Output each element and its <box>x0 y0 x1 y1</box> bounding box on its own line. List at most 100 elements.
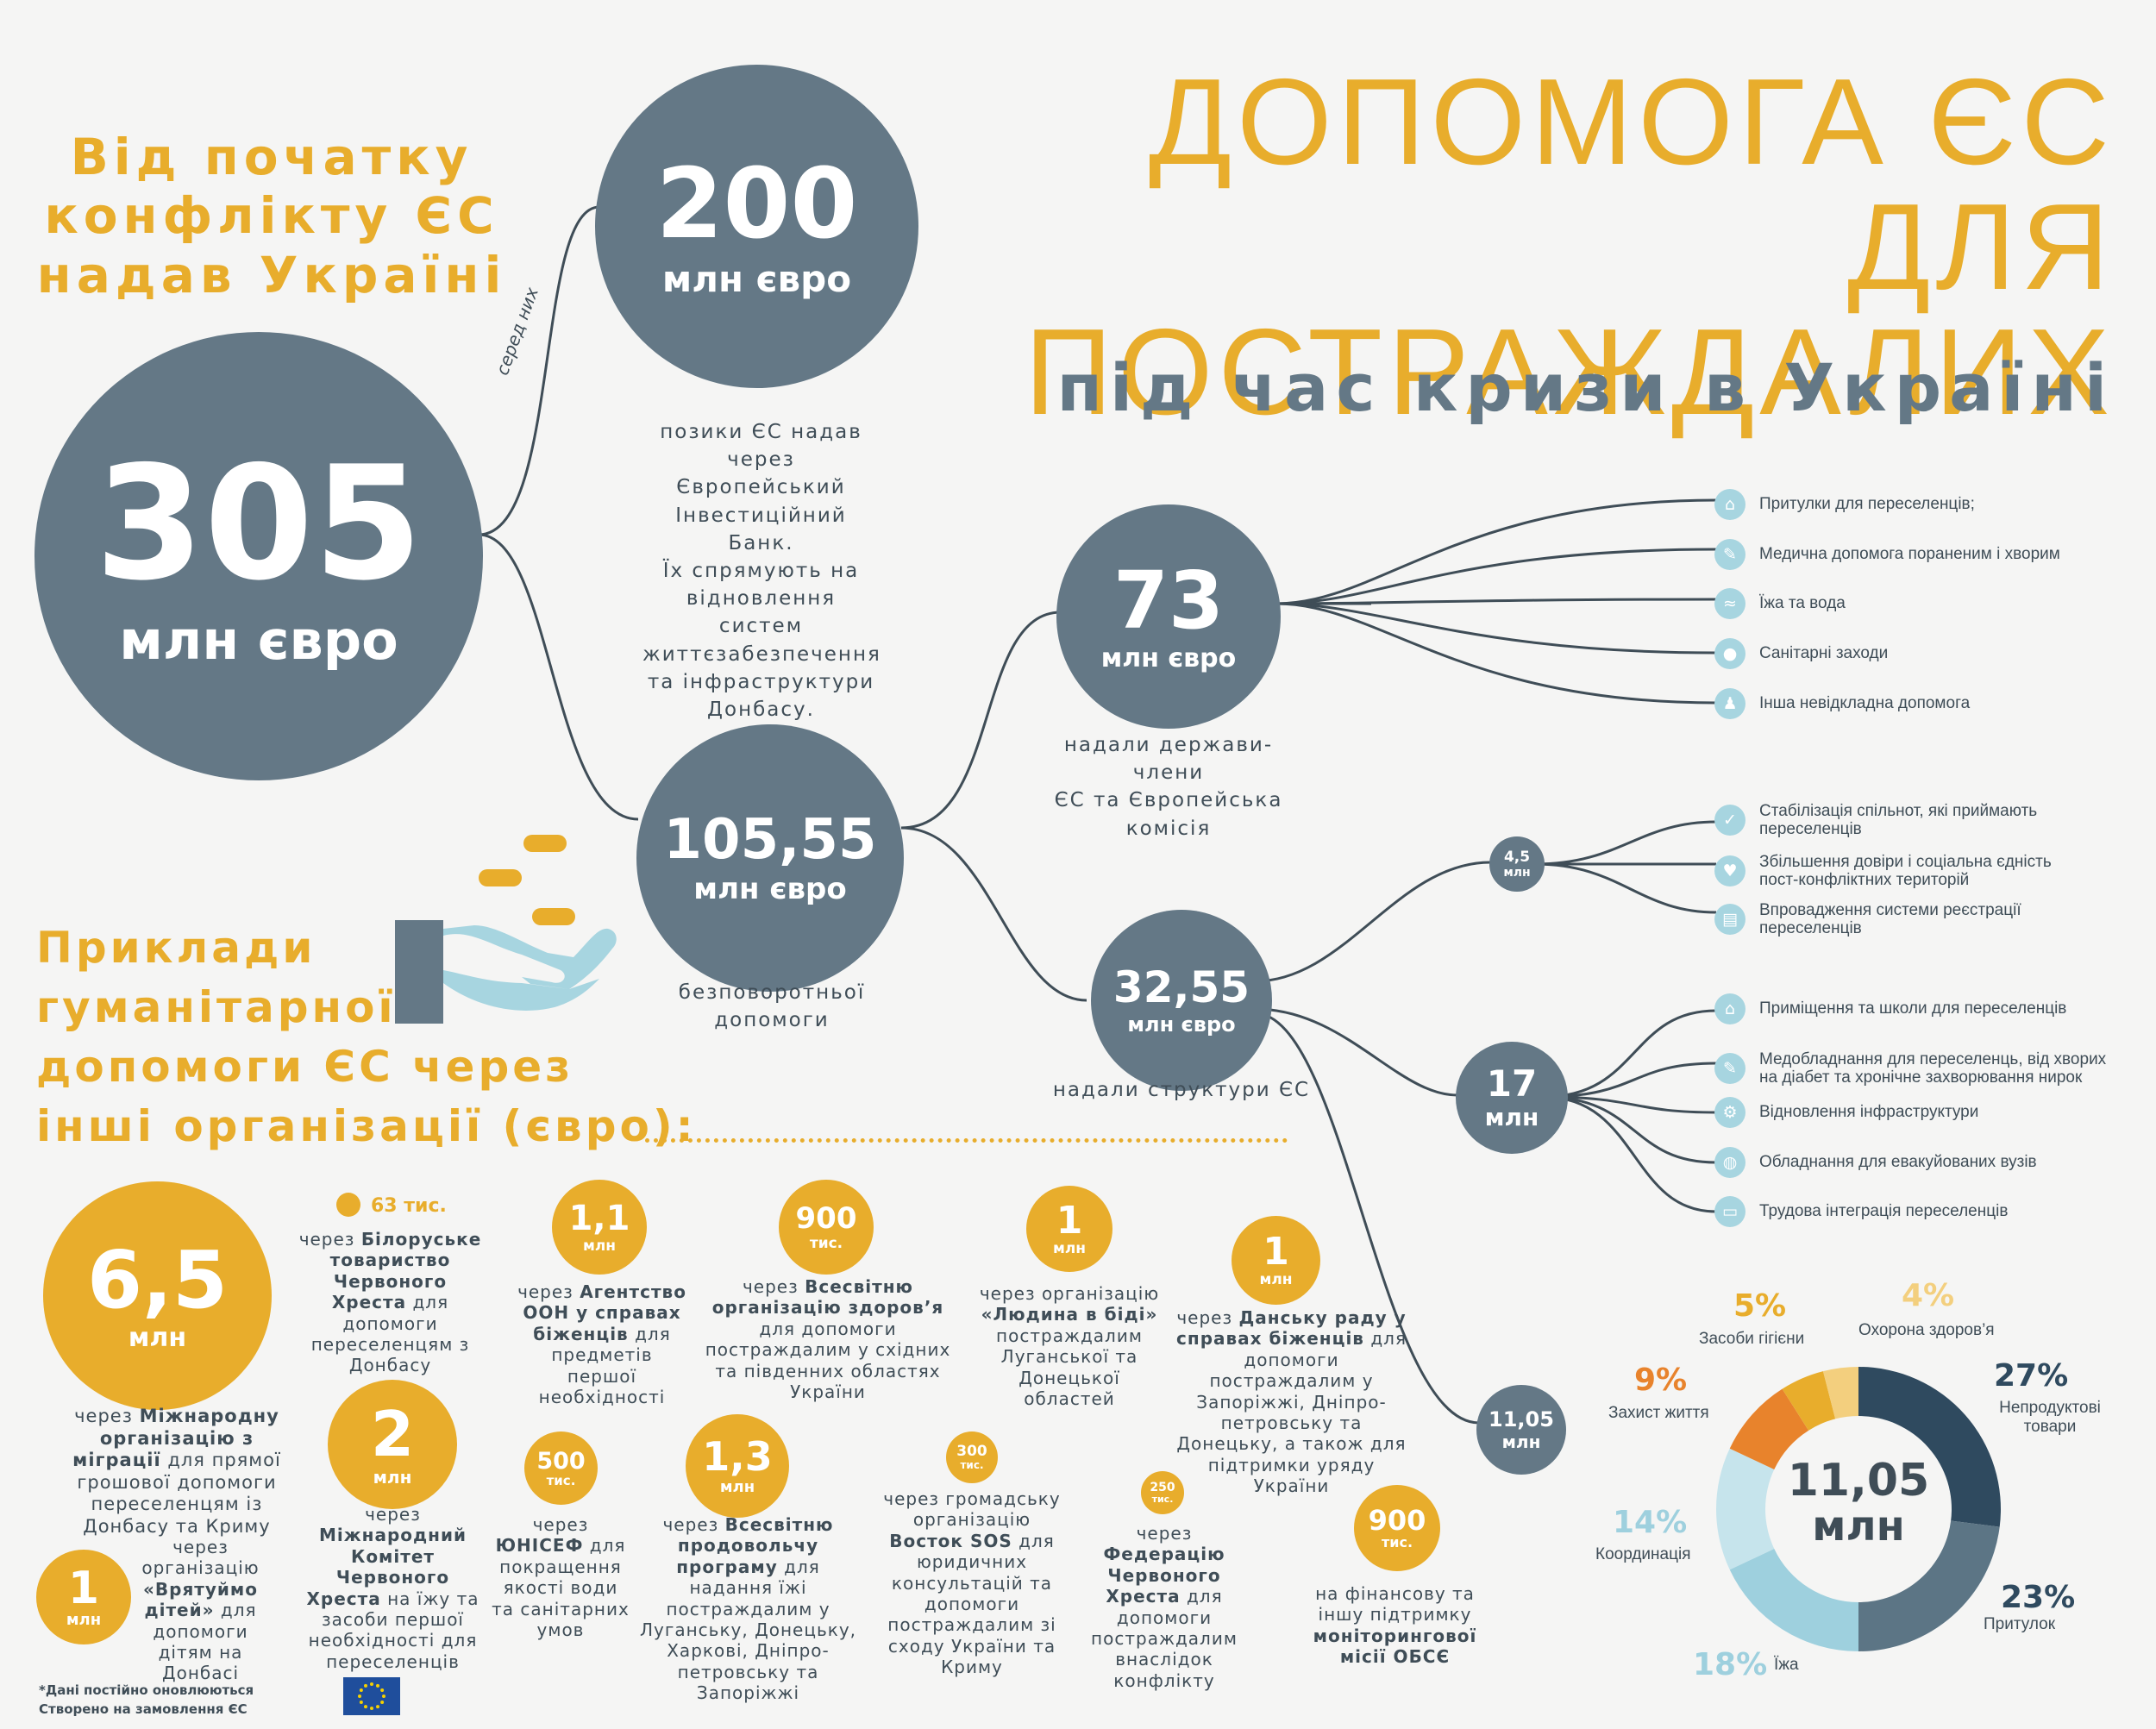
icrc-amount-circle: 2 млн <box>328 1380 457 1509</box>
intro-line-3: надав Україні <box>36 245 507 304</box>
osce-description: на фінансову та іншу підтримку моніторин… <box>1313 1583 1477 1668</box>
list-item: ⚙ Відновлення інфраструктури <box>1714 1097 1978 1128</box>
loans-value: 200 <box>655 147 858 260</box>
member-states-unit: млн євро <box>1100 643 1237 673</box>
donut-label-protection: Захист життя <box>1608 1404 1709 1422</box>
donut-pct-food: 18% <box>1693 1647 1768 1682</box>
globe-icon: ◍ <box>1714 1147 1745 1178</box>
title-line-1: ДОПОМОГА ЄС ДЛЯ <box>1148 53 2115 316</box>
intro-line-1: Від початку <box>70 128 473 186</box>
donut-label-health: Охорона здоров’я <box>1858 1321 1995 1339</box>
donut-chart <box>1716 1367 2001 1651</box>
list-item: ✎ Медична допомога пораненим і хворим <box>1714 539 2060 570</box>
page-title: ДОПОМОГА ЄС ДЛЯ ПОСТРАЖДАЛИХ <box>907 60 2115 435</box>
bread-icon: ≈ <box>1714 588 1745 619</box>
footer: *Дані постійно оновлюються Створено на з… <box>39 1682 254 1720</box>
list-item: ⌂ Притулки для переселенців; <box>1714 489 1975 520</box>
sub-17-circle: 17 млн <box>1456 1042 1568 1154</box>
sub-17-value: 17 <box>1486 1062 1538 1105</box>
donut-label-nonfood: Непродуктові товари <box>1999 1399 2101 1436</box>
osce-amount-circle: 900 тис. <box>1354 1485 1440 1571</box>
donut-center: 11,05 млн <box>1772 1457 1945 1548</box>
donut-pct-coordination: 14% <box>1613 1505 1688 1540</box>
iom-description: через Міжнародну організацію з міграції … <box>72 1406 281 1538</box>
water-drop-icon: ● <box>1714 638 1745 669</box>
vostok-description: через громадську організацію Восток SOS … <box>883 1488 1061 1678</box>
grants-unit: млн євро <box>693 872 847 906</box>
list-item: ● Санітарні заходи <box>1714 638 1888 669</box>
list-item: ✓ Стабілізація спільнот, які приймають пе… <box>1714 802 2037 839</box>
member-states-value: 73 <box>1112 554 1225 647</box>
eu-star <box>376 1705 379 1709</box>
footer-credit: Створено на замовлення ЄС <box>39 1701 248 1717</box>
grants-description: безповоротньої допомоги <box>678 981 866 1032</box>
list-item: ⌂ Приміщення та школи для переселенців <box>1714 993 2066 1024</box>
donut-segment-5 <box>1782 1371 1836 1431</box>
sub-45-unit: млн <box>1503 865 1531 880</box>
eu-star <box>380 1701 385 1704</box>
donut-segment-3 <box>1716 1448 1775 1570</box>
eu-star <box>370 1707 373 1710</box>
list-item: ◍ Обладнання для евакуйованих вузів <box>1714 1147 2037 1178</box>
grants-circle: 105,55 млн євро <box>636 724 904 992</box>
eu-star <box>359 1688 363 1692</box>
donut-segment-2 <box>1729 1548 1858 1651</box>
loans-unit: млн євро <box>661 257 852 300</box>
donut-label-hygiene: Засоби гігієни <box>1699 1330 1805 1348</box>
eu-star <box>359 1701 363 1704</box>
donut-center-unit: млн <box>1812 1501 1905 1550</box>
briefcase-icon: ▭ <box>1714 1196 1745 1227</box>
eu-star <box>382 1695 385 1698</box>
sub-45-value: 4,5 <box>1503 848 1531 866</box>
donut-segment-1 <box>1858 1520 2000 1651</box>
eu-star <box>358 1695 361 1698</box>
intro-text: Від початку конфлікту ЄС надав Україні <box>30 128 513 304</box>
sub-1105-value: 11,05 <box>1489 1407 1554 1431</box>
vostok-amount-circle: 300 тис. <box>946 1431 998 1483</box>
sub-1105-unit: млн <box>1501 1431 1541 1452</box>
donut-pct-shelter: 23% <box>2001 1580 2076 1615</box>
donut-label-coordination: Координація <box>1595 1545 1691 1563</box>
examples-heading: Приклади гуманітарної допомоги ЄС через … <box>36 923 697 1151</box>
donut-pct-hygiene: 5% <box>1733 1288 1787 1324</box>
loans-circle: 200 млн євро <box>595 65 918 388</box>
house-icon: ⌂ <box>1714 993 1745 1024</box>
hand-coins-icon <box>395 835 617 1024</box>
total-unit: млн євро <box>119 609 398 672</box>
wfp-description: через Всесвітню продовольчу програму для… <box>639 1514 857 1704</box>
total-value: 305 <box>95 432 423 615</box>
donut-center-value: 11,05 <box>1787 1455 1930 1507</box>
unhcr-amount-circle: 1,1 млн <box>552 1180 647 1275</box>
sub-17-unit: млн <box>1484 1103 1539 1131</box>
sub-1105-circle: 11,05 млн <box>1476 1385 1566 1475</box>
icrc-description: через Міжнародний Комітет Червоного Хрес… <box>306 1504 479 1672</box>
stc-description: через організацію «Врятуймо дітей» для д… <box>141 1537 260 1684</box>
eu-flag-logo <box>343 1677 400 1715</box>
list-item: ♟ Інша невідкладна допомога <box>1714 688 1970 719</box>
footer-note: *Дані постійно оновлюються <box>39 1682 254 1698</box>
intro-line-2: конфлікту ЄС <box>44 186 499 246</box>
list-item: ≈ Їжа та вода <box>1714 588 1846 619</box>
list-item: ▭ Трудова інтеграція переселенців <box>1714 1196 2008 1227</box>
unicef-amount-circle: 500 тис. <box>524 1431 598 1505</box>
pin-description: через організацію «Людина в біді» постра… <box>979 1283 1160 1409</box>
donut-pct-protection: 9% <box>1634 1363 1688 1398</box>
loans-description: позики ЄС надав через Європейський Інвес… <box>642 421 881 721</box>
heart-icon: ♥ <box>1714 855 1745 887</box>
dotted-separator <box>645 1138 1288 1143</box>
eu-star <box>380 1688 385 1692</box>
donut-label-food: Їжа <box>1774 1656 1799 1674</box>
member-states-description: надали держави-члени ЄС та Європейська к… <box>1054 734 1283 840</box>
belarus-rc-amount: 63 тис. <box>371 1195 447 1217</box>
belarus-rc-description: через Білоруське товариство Червоного Хр… <box>298 1229 482 1376</box>
id-card-icon: ▤ <box>1714 904 1745 936</box>
page-subtitle: під час кризи в Україні <box>1056 349 2115 426</box>
donut-label-shelter: Притулок <box>1984 1615 2056 1633</box>
ifrc-description: через Федерацію Червоного Хреста для доп… <box>1091 1523 1238 1691</box>
eu-star <box>376 1683 379 1688</box>
stc-amount-circle: 1 млн <box>36 1550 131 1644</box>
unicef-description: через ЮНІСЕФ для покращення якості води … <box>492 1514 630 1640</box>
donut-segment-0 <box>1858 1367 2001 1527</box>
iom-amount-circle: 6,5 млн <box>43 1181 272 1410</box>
member-states-circle: 73 млн євро <box>1056 504 1281 729</box>
